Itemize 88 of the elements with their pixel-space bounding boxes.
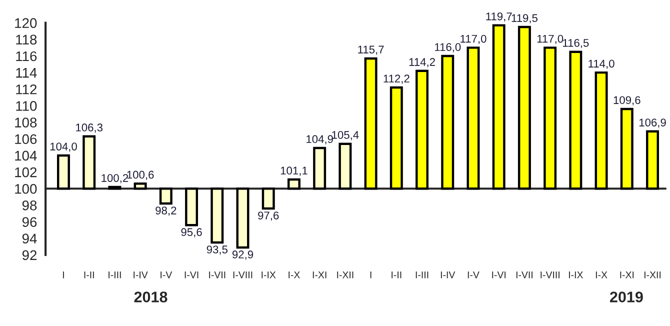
data-label: 114,2 [409, 58, 435, 68]
y-tick-label: 120 [15, 18, 37, 28]
bar [544, 46, 557, 190]
data-label: 119,7 [486, 12, 512, 22]
x-tick-label: I-XI [620, 272, 634, 278]
bar [492, 24, 506, 190]
data-label: 119,5 [512, 14, 538, 24]
x-tick-label: I-II [84, 272, 94, 278]
y-tick-label: 110 [16, 101, 37, 111]
data-label: 106,3 [76, 124, 103, 133]
x-tick-label: I-XII [644, 272, 661, 278]
x-tick-label: I-V [468, 272, 480, 278]
bar [390, 86, 403, 190]
data-label: 100,2 [102, 174, 128, 184]
data-label: 92,9 [232, 250, 254, 260]
bar [210, 188, 224, 244]
bar [338, 142, 352, 190]
data-label: 114,0 [588, 60, 614, 69]
x-tick-label: I-XII [337, 272, 354, 278]
data-label: 116,5 [563, 38, 589, 48]
y-tick-label: 118 [16, 34, 37, 45]
data-label: 117,0 [460, 34, 486, 44]
x-tick-label: I-VI [184, 272, 198, 278]
data-label: 93,5 [206, 246, 228, 255]
y-tick-label: 94 [22, 234, 37, 244]
x-tick-label: I-IX [262, 272, 276, 278]
bar [646, 130, 659, 190]
x-tick-label: I-III [416, 272, 428, 278]
y-tick-label: 106 [15, 134, 37, 144]
x-tick-label: I-III [108, 272, 121, 278]
bar [364, 57, 378, 190]
data-label: 97,6 [258, 212, 279, 221]
text: 2019 [610, 292, 643, 302]
y-tick-label: 114 [16, 68, 37, 78]
y-tick-label: 112 [16, 84, 37, 94]
x-tick-label: I-VII [209, 272, 226, 278]
x-tick-label: I-IV [440, 272, 456, 278]
bar [594, 71, 608, 190]
x-tick-label: I-IV [134, 272, 148, 278]
x-tick-label: I-II [392, 272, 402, 278]
y-tick-label: 92 [22, 250, 37, 260]
bar [262, 188, 275, 210]
x-tick-label: I [63, 272, 64, 278]
data-label: 112,2 [384, 74, 410, 84]
data-label: 115,7 [358, 46, 384, 55]
bar [185, 188, 198, 226]
y-tick-label: 102 [15, 167, 37, 178]
bar [287, 178, 300, 190]
y-tick-label: 116 [16, 51, 37, 62]
y-tick-label: 100 [15, 184, 37, 194]
x-tick-label: I [370, 272, 372, 278]
x-tick-label: I-XI [312, 272, 326, 278]
data-label: 106,9 [639, 118, 666, 128]
x-tick-label: I-X [596, 272, 608, 278]
data-label: 98,2 [156, 206, 176, 216]
x-tick-label: I-V [160, 272, 172, 278]
bar [57, 154, 70, 190]
data-label: 100,6 [127, 170, 154, 180]
data-label: 117,0 [537, 34, 564, 44]
x-tick-label: I-IX [569, 272, 584, 278]
bar [620, 108, 634, 190]
text: 2018 [134, 292, 168, 302]
data-label: 105,4 [332, 131, 359, 140]
y-tick-label: 96 [22, 217, 37, 227]
y-tick-label: 98 [22, 200, 37, 210]
bar [466, 46, 480, 190]
x-tick-label: I-VII [516, 272, 532, 278]
bar [518, 26, 531, 190]
bar [416, 70, 429, 190]
x-tick-label: I-VI [492, 272, 506, 278]
x-tick-label: I-VIII [233, 272, 252, 278]
data-label: 104,0 [50, 142, 77, 152]
data-label: 95,6 [181, 228, 202, 238]
data-label: 109,6 [614, 96, 640, 106]
y-tick-label: 104 [15, 150, 37, 161]
data-label: 101,1 [280, 166, 308, 176]
bar [159, 188, 172, 205]
bar [236, 188, 250, 249]
bar [313, 146, 326, 190]
x-tick-label: I-X [288, 272, 300, 278]
bar [134, 182, 147, 190]
data-label: 116,0 [434, 43, 461, 52]
bar [569, 50, 582, 190]
bar [441, 54, 454, 190]
bar [82, 135, 96, 190]
x-tick-label: I-VIII [540, 272, 560, 278]
y-tick-label: 108 [15, 118, 37, 128]
data-label: 104,9 [306, 135, 333, 144]
